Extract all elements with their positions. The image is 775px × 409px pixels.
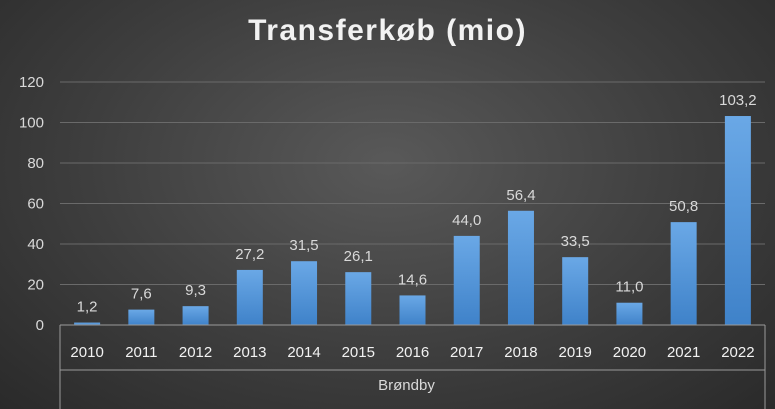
x-tick-label: 2019 <box>559 344 592 361</box>
bar-2022 <box>724 116 751 326</box>
x-tick-label: 2016 <box>396 344 429 361</box>
x-tick-label: 2015 <box>342 344 375 361</box>
y-tick-label: 20 <box>27 277 44 294</box>
data-labels: 1,2 7,6 9,3 27,2 31,5 26,1 14,6 44,0 56,4 33,5 11,… <box>77 92 757 316</box>
data-label: 14,6 <box>398 271 427 288</box>
x-group-label: Brøndby <box>378 377 435 394</box>
x-tick-label: 2012 <box>179 344 212 361</box>
data-label: 7,6 <box>131 286 152 303</box>
x-tick-label: 2018 <box>504 344 537 361</box>
x-tick-label: 2014 <box>287 344 320 361</box>
y-tick-label: 120 <box>19 74 44 91</box>
data-label: 11,0 <box>615 279 643 296</box>
x-tick-label: 2010 <box>70 344 103 361</box>
bar-2017 <box>453 235 480 325</box>
gridlines <box>60 81 765 285</box>
data-label: 56,4 <box>506 187 535 204</box>
bar-2018 <box>507 210 534 325</box>
y-tick-label: 0 <box>36 317 44 334</box>
data-label: 33,5 <box>561 233 590 250</box>
bar-2019 <box>562 257 589 325</box>
data-label: 103,2 <box>719 92 757 109</box>
bar-2012 <box>182 306 209 325</box>
y-tick-label: 80 <box>27 155 44 172</box>
x-tick-label: 2011 <box>125 344 157 361</box>
bar-2020 <box>616 302 643 325</box>
bar-2010 <box>74 322 101 325</box>
y-tick-label: 60 <box>27 196 44 213</box>
bar-2013 <box>236 269 263 325</box>
y-tick-label: 40 <box>27 236 44 253</box>
data-label: 1,2 <box>77 299 98 316</box>
data-label: 50,8 <box>669 198 698 215</box>
bar-2021 <box>670 222 697 325</box>
y-tick-label: 100 <box>19 115 44 132</box>
data-label: 26,1 <box>344 248 373 265</box>
data-label: 44,0 <box>452 212 481 229</box>
x-tick-label: 2021 <box>667 344 700 361</box>
data-label: 9,3 <box>185 282 206 299</box>
bar-2011 <box>128 309 155 325</box>
chart-title: Transferkøb (mio) <box>248 14 527 47</box>
bar-2016 <box>399 295 426 325</box>
x-tick-label: 2022 <box>721 344 754 361</box>
x-axis: 2010 2011 2012 2013 2014 2015 2016 2017 2018 2019… <box>59 324 766 409</box>
bars <box>74 116 751 326</box>
x-tick-label: 2020 <box>613 344 646 361</box>
x-tick-label: 2013 <box>233 344 266 361</box>
bar-2014 <box>291 261 318 325</box>
data-label: 31,5 <box>289 237 318 254</box>
bar-2015 <box>345 272 372 325</box>
x-tick-label: 2017 <box>450 344 483 361</box>
y-axis-ticks: 0 20 40 60 80 100 120 <box>19 74 44 334</box>
data-label: 27,2 <box>235 246 264 263</box>
